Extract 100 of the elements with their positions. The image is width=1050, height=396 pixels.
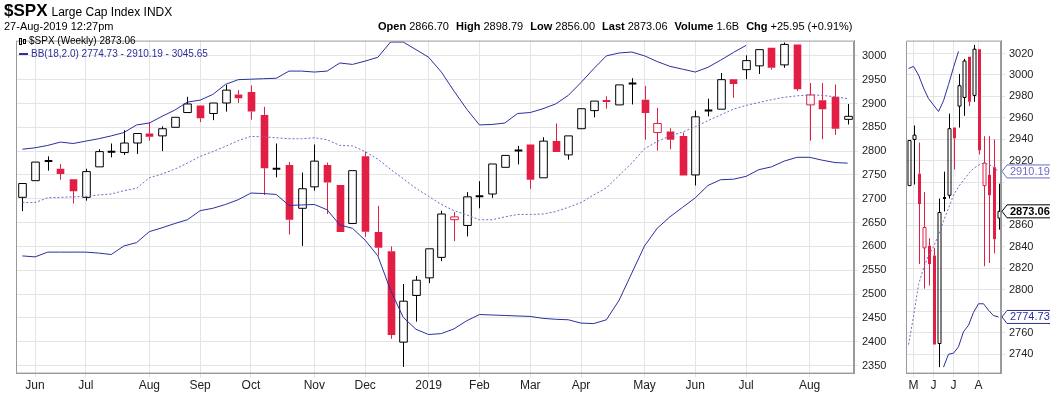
- candlestick: [412, 275, 421, 323]
- candlestick: [653, 107, 662, 152]
- candlestick: [310, 143, 319, 192]
- candlestick: [742, 54, 751, 80]
- y-tick-label: 2550: [862, 263, 887, 276]
- candlestick: [729, 79, 738, 99]
- x-tick-label: Apr: [571, 378, 591, 393]
- y-tick-label: 2800: [1009, 282, 1034, 295]
- text: 2873.06: [1010, 204, 1050, 217]
- candlestick: [133, 133, 142, 155]
- y-tick-label: 2800: [862, 144, 887, 157]
- candlestick: [993, 138, 996, 254]
- x-tick-label: Aug: [138, 378, 160, 393]
- candlestick: [69, 179, 78, 205]
- candlestick: [271, 143, 282, 178]
- candlestick: [513, 145, 524, 165]
- x-tick-label: Jul: [78, 378, 94, 393]
- y-tick-label: 2860: [1009, 218, 1034, 231]
- legend-label: $SPX (Weekly) 2873.06: [29, 34, 136, 47]
- candlestick: [501, 154, 510, 168]
- y-tick-label: 2350: [862, 358, 887, 371]
- text: Last 2873.06: [602, 20, 668, 32]
- x-tick-label: Jun: [25, 378, 45, 393]
- text: Volume 1.6B: [674, 20, 740, 32]
- candlestick: [298, 172, 307, 247]
- x-tick-label: Aug: [798, 378, 821, 393]
- candlestick: [374, 205, 383, 256]
- text: Chg +25.95 (+0.91%): [746, 20, 853, 32]
- y-tick-label: 3020: [1009, 46, 1034, 59]
- y-tick-label: 2850: [862, 120, 887, 133]
- x-tick-label: J: [950, 378, 957, 393]
- text: High 2898.79: [455, 20, 524, 32]
- candlestick: [627, 77, 638, 105]
- candlestick: [818, 82, 827, 140]
- y-tick-label: 2950: [862, 72, 887, 85]
- data-label: 2910.19: [1010, 164, 1050, 177]
- candlestick: [323, 162, 332, 215]
- candlestick: [937, 198, 942, 368]
- candlestick: [947, 113, 952, 200]
- candlestick: [968, 56, 971, 107]
- candlestick: [953, 127, 956, 170]
- candlestick: [972, 44, 977, 103]
- x-tick-label: Feb: [469, 378, 491, 393]
- y-tick-label: 3000: [862, 48, 887, 61]
- x-tick-label: Jun: [685, 378, 705, 393]
- y-tick-label: 2940: [1009, 132, 1034, 145]
- text: Low 2856.00: [530, 20, 596, 32]
- candlestick: [552, 122, 561, 153]
- chart-subtitle: Large Cap Index INDX: [51, 5, 173, 19]
- y-tick-label: 2450: [862, 310, 887, 323]
- candlestick: [171, 116, 180, 128]
- y-tick-label: 2400: [862, 334, 887, 347]
- y-tick-label: 2650: [862, 215, 887, 228]
- y-tick-label: 2760: [1009, 325, 1034, 338]
- candlestick: [601, 95, 612, 110]
- legend-label: BB(18,2.0) 2774.73 - 2910.19 - 3045.65: [31, 47, 208, 60]
- candlestick: [615, 84, 624, 106]
- x-tick-label: Oct: [241, 378, 261, 393]
- data-label: 2774.73: [1010, 310, 1050, 323]
- x-tick-label: Nov: [303, 378, 326, 393]
- candlestick: [95, 148, 104, 168]
- candlestick: [474, 180, 485, 209]
- y-tick-label: 2750: [862, 167, 887, 180]
- candlestick: [844, 103, 853, 125]
- x-tick-label: M: [908, 378, 919, 393]
- candlestick: [526, 144, 535, 190]
- y-tick-label: 2820: [1009, 261, 1034, 274]
- y-tick-label: 2700: [862, 191, 887, 204]
- y-tick-label: 2960: [1009, 110, 1034, 123]
- candlestick: [918, 142, 921, 265]
- line-series: [21, 94, 849, 221]
- candlestick: [399, 283, 408, 368]
- y-tick-label: 2500: [862, 287, 887, 300]
- candlestick: [577, 108, 586, 130]
- x-tick-label: May: [633, 378, 656, 393]
- y-tick-label: 2920: [1009, 153, 1034, 166]
- x-tick-label: Jul: [738, 378, 754, 393]
- candlestick: [43, 155, 54, 172]
- candlestick: [348, 170, 357, 225]
- y-tick-label: 2840: [1009, 239, 1034, 252]
- x-tick-label: Sep: [189, 378, 212, 393]
- candlestick: [831, 83, 840, 136]
- y-tick-label: 2980: [1009, 89, 1034, 102]
- x-tick-label: J: [930, 378, 937, 393]
- y-tick-label: 2900: [862, 96, 887, 109]
- text: Open 2866.70: [378, 20, 449, 32]
- candlestick: [679, 132, 688, 176]
- candlestick: [912, 124, 917, 186]
- candlestick: [907, 140, 912, 187]
- candlestick: [978, 49, 981, 155]
- candlestick: [234, 89, 243, 104]
- x-tick-label: A: [974, 378, 983, 393]
- candlestick: [285, 161, 294, 235]
- candlestick: [450, 211, 459, 242]
- text: 27-Aug-2019 12:27pm: [4, 20, 114, 32]
- candlestick: [793, 44, 802, 92]
- y-tick-label: 3000: [1009, 68, 1034, 81]
- candlestick: [755, 49, 764, 75]
- candlestick: [247, 84, 256, 121]
- candlestick: [767, 47, 776, 71]
